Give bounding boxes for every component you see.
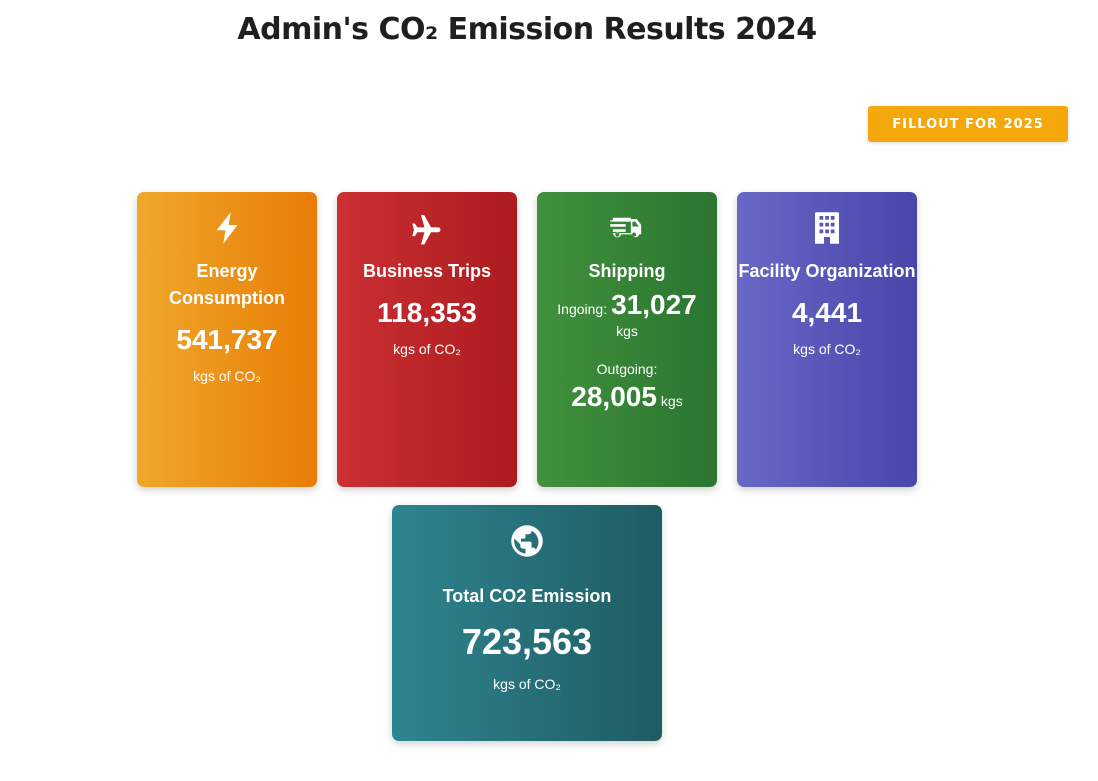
shipping-ingoing-label: Ingoing: xyxy=(557,301,608,317)
business-trips-value: 118,353 xyxy=(377,297,477,328)
shipping-label: Shipping xyxy=(588,261,666,281)
business-trips-unit: kgs of CO₂ xyxy=(393,341,461,357)
shipping-card: Shipping Ingoing: 31,027 kgs Outgoing: 2… xyxy=(537,192,717,487)
total-emission-card: Total CO2 Emission 723,563 kgs of CO₂ xyxy=(392,505,662,741)
shipping-outgoing-unit: kgs xyxy=(660,393,683,409)
shipping-ingoing-unit: kgs xyxy=(616,323,638,339)
energy-value: 541,737 xyxy=(176,324,278,355)
energy-label: Energy Consumption xyxy=(169,261,285,308)
globe-icon xyxy=(392,523,662,559)
total-emission-value: 723,563 xyxy=(461,621,593,662)
facility-unit: kgs of CO₂ xyxy=(793,341,861,357)
shipping-outgoing-row: 28,005 kgs xyxy=(537,381,717,413)
plane-icon xyxy=(337,210,517,246)
total-emission-unit: kgs of CO₂ xyxy=(493,676,561,692)
shipping-outgoing-value: 28,005 xyxy=(571,381,657,412)
energy-card: Energy Consumption 541,737 kgs of CO₂ xyxy=(137,192,317,487)
page-title: Admin's CO₂ Emission Results 2024 xyxy=(237,12,817,47)
facility-card: Facility Organization 4,441 kgs of CO₂ xyxy=(737,192,917,487)
business-trips-card: Business Trips 118,353 kgs of CO₂ xyxy=(337,192,517,487)
truck-icon xyxy=(537,210,717,246)
building-icon xyxy=(737,210,917,246)
facility-label: Facility Organization xyxy=(738,261,916,281)
total-emission-label: Total CO2 Emission xyxy=(442,586,612,606)
facility-value: 4,441 xyxy=(791,297,863,328)
bolt-icon xyxy=(137,210,317,246)
shipping-ingoing-row: Ingoing: 31,027 xyxy=(537,289,717,321)
business-trips-label: Business Trips xyxy=(362,261,492,281)
shipping-outgoing-label: Outgoing: xyxy=(596,361,658,377)
shipping-ingoing-value: 31,027 xyxy=(611,289,697,320)
energy-unit: kgs of CO₂ xyxy=(193,368,261,384)
fillout-2025-button[interactable]: FILLOUT FOR 2025 xyxy=(868,106,1068,142)
